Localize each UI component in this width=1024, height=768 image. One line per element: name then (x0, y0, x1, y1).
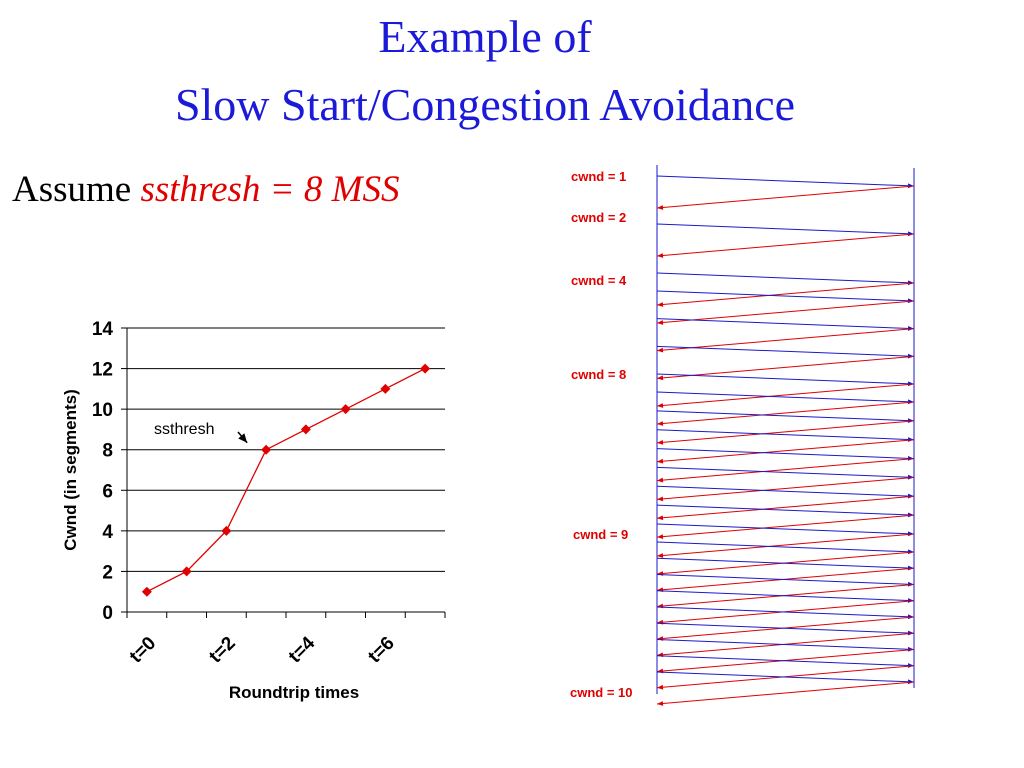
ack-arrow (656, 476, 915, 500)
data-point (221, 525, 232, 536)
ssthresh-annotation: ssthresh (154, 421, 214, 438)
data-point (141, 586, 152, 597)
cwnd-label: cwnd = 9 (573, 527, 628, 542)
ack-arrow-head (657, 253, 664, 258)
data-point (181, 566, 192, 577)
data-segment-arrow (656, 655, 915, 667)
data-segment-arrow (656, 223, 915, 235)
ack-arrow-head (657, 302, 664, 307)
cwnd-label: cwnd = 2 (571, 210, 626, 225)
data-segment-arrow (656, 485, 915, 497)
data-segment-arrow (656, 590, 915, 602)
ack-arrow-head (657, 320, 664, 325)
data-point (420, 363, 431, 374)
ack-arrow (656, 185, 915, 209)
ack-arrow (656, 420, 915, 444)
data-segment-arrow (656, 175, 915, 187)
data-segment-arrow (656, 448, 915, 460)
data-segment-arrow (656, 318, 915, 330)
y-tick-label: 4 (102, 522, 113, 543)
cwnd-label: cwnd = 1 (571, 169, 626, 184)
data-point (261, 444, 272, 455)
ack-arrow-head (657, 515, 664, 521)
ack-arrow-head (657, 496, 664, 502)
slide-title-line2: Slow Start/Congestion Avoidance (174, 79, 796, 130)
data-segment-arrow (656, 622, 915, 634)
cwnd-series-line (146, 367, 426, 593)
ack-arrow-head (657, 421, 664, 426)
ack-arrow-head (657, 701, 664, 706)
ack-arrow (656, 300, 915, 324)
cwnd-label: cwnd = 8 (571, 367, 626, 382)
y-tick-label: 6 (102, 481, 113, 502)
data-segment-arrow (656, 429, 915, 441)
ack-arrow (656, 439, 915, 463)
ack-arrow-head (657, 684, 664, 690)
y-axis-label: Cwnd (in segments) (61, 389, 80, 551)
ack-arrow (656, 401, 915, 425)
data-segment-arrow (656, 373, 915, 385)
ack-arrow-head (657, 375, 664, 381)
y-tick-label: 2 (102, 562, 113, 583)
ack-arrow (656, 514, 915, 538)
data-point (380, 383, 391, 394)
assumption-text: Assume ssthresh = 8 MSS (12, 168, 399, 211)
y-tick-label: 0 (102, 603, 113, 624)
ack-arrow (656, 282, 915, 306)
cwnd-label: cwnd = 10 (570, 685, 633, 700)
assumption-value: ssthresh = 8 MSS (140, 169, 400, 210)
data-segment-arrow (656, 639, 915, 650)
data-segment-arrow (656, 290, 915, 302)
data-segment-arrow (656, 410, 915, 422)
ack-arrow (656, 533, 915, 557)
ack-arrow-head (657, 439, 664, 445)
assumption-prefix: Assume (12, 169, 141, 210)
data-segment-arrow (656, 574, 915, 585)
ack-arrow-head (657, 205, 664, 210)
data-segment-arrow (656, 504, 915, 516)
data-segment-arrow (656, 391, 915, 403)
ack-arrow (656, 495, 915, 519)
ack-arrow-head (657, 553, 664, 558)
y-tick-label: 12 (92, 360, 113, 381)
x-axis-label: Roundtrip times (229, 683, 359, 702)
ack-arrow (656, 355, 915, 379)
ack-arrow-head (657, 347, 664, 353)
ack-arrow-head (657, 477, 664, 483)
ack-arrow (656, 328, 915, 352)
cwnd-label: cwnd = 4 (571, 273, 627, 288)
slide-title-line1: Example of (378, 11, 592, 62)
ack-arrow (656, 233, 915, 257)
data-segment-arrow (656, 671, 915, 683)
ack-arrow-head (657, 458, 664, 464)
ack-arrow (656, 458, 915, 482)
data-segment-arrow (656, 272, 915, 284)
data-segment-arrow (656, 466, 915, 478)
data-segment-arrow (656, 541, 915, 553)
ack-arrow (656, 681, 915, 705)
ack-arrow-head (657, 403, 664, 408)
y-tick-label: 10 (92, 400, 113, 421)
data-point (340, 404, 351, 415)
data-segment-arrow (656, 557, 915, 569)
data-segment-arrow (656, 606, 915, 618)
data-segment-arrow (656, 345, 915, 357)
y-tick-label: 14 (92, 319, 114, 340)
ack-arrow (656, 383, 915, 407)
ssthresh-arrowhead (238, 433, 248, 443)
data-segment-arrow (656, 523, 915, 535)
ack-arrow-head (657, 534, 664, 540)
y-tick-label: 8 (102, 441, 113, 462)
data-point (300, 424, 311, 435)
